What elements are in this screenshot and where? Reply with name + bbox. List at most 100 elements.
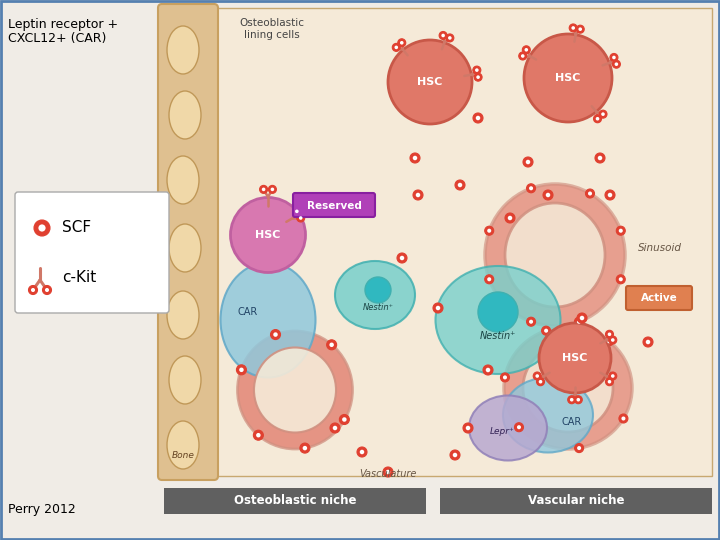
Ellipse shape xyxy=(485,184,625,326)
Circle shape xyxy=(608,333,611,336)
Circle shape xyxy=(397,253,407,263)
Text: Active: Active xyxy=(641,293,678,303)
Circle shape xyxy=(505,213,515,223)
Circle shape xyxy=(616,226,625,235)
Text: CAR: CAR xyxy=(238,307,258,317)
Circle shape xyxy=(598,156,602,160)
Circle shape xyxy=(508,216,512,220)
Ellipse shape xyxy=(503,377,593,453)
Circle shape xyxy=(578,28,582,31)
Circle shape xyxy=(577,313,587,323)
Circle shape xyxy=(395,45,398,49)
Text: Osteoblastic niche: Osteoblastic niche xyxy=(234,495,356,508)
Circle shape xyxy=(500,373,510,382)
Circle shape xyxy=(526,160,530,164)
Circle shape xyxy=(646,340,650,345)
Ellipse shape xyxy=(238,331,353,449)
Circle shape xyxy=(485,226,494,235)
Ellipse shape xyxy=(254,348,336,433)
Circle shape xyxy=(606,330,613,338)
Circle shape xyxy=(524,34,612,122)
Circle shape xyxy=(415,193,420,197)
Circle shape xyxy=(611,338,615,342)
Circle shape xyxy=(595,153,605,163)
Circle shape xyxy=(621,416,626,421)
Circle shape xyxy=(575,396,582,404)
Text: HSC: HSC xyxy=(562,353,588,363)
Circle shape xyxy=(295,210,299,213)
Circle shape xyxy=(38,225,45,232)
FancyBboxPatch shape xyxy=(293,193,375,217)
FancyBboxPatch shape xyxy=(158,4,218,480)
Circle shape xyxy=(483,365,493,375)
Circle shape xyxy=(610,53,618,62)
Circle shape xyxy=(487,277,491,281)
Circle shape xyxy=(42,286,52,294)
Circle shape xyxy=(477,76,480,79)
Circle shape xyxy=(478,292,518,332)
Circle shape xyxy=(441,33,445,37)
Circle shape xyxy=(539,380,542,383)
Circle shape xyxy=(365,277,391,303)
Text: HSC: HSC xyxy=(555,73,581,83)
Circle shape xyxy=(570,24,577,32)
Circle shape xyxy=(486,368,490,372)
Text: HSC: HSC xyxy=(256,230,281,240)
Circle shape xyxy=(543,190,553,200)
Circle shape xyxy=(605,190,615,200)
Ellipse shape xyxy=(523,344,613,432)
Circle shape xyxy=(613,60,621,68)
Circle shape xyxy=(476,116,480,120)
Circle shape xyxy=(575,317,583,326)
Text: Lepr⁺: Lepr⁺ xyxy=(490,428,514,436)
Ellipse shape xyxy=(167,291,199,339)
Ellipse shape xyxy=(230,198,305,273)
FancyBboxPatch shape xyxy=(162,8,712,476)
Circle shape xyxy=(300,443,310,453)
Circle shape xyxy=(475,69,479,72)
Circle shape xyxy=(536,377,544,386)
Circle shape xyxy=(521,54,525,58)
Ellipse shape xyxy=(469,395,547,461)
Text: Leptin receptor +: Leptin receptor + xyxy=(8,18,118,31)
Circle shape xyxy=(342,417,346,422)
Circle shape xyxy=(327,340,337,350)
FancyBboxPatch shape xyxy=(164,488,426,514)
Circle shape xyxy=(595,117,599,120)
Circle shape xyxy=(45,288,49,292)
Text: Nestin⁺: Nestin⁺ xyxy=(362,303,394,313)
Ellipse shape xyxy=(220,262,315,377)
Text: c-Kit: c-Kit xyxy=(62,271,96,286)
Circle shape xyxy=(262,187,266,191)
Circle shape xyxy=(643,337,653,347)
Circle shape xyxy=(34,220,50,236)
Circle shape xyxy=(260,185,268,193)
Text: Sinusoid: Sinusoid xyxy=(638,243,682,253)
Circle shape xyxy=(446,34,454,42)
Ellipse shape xyxy=(169,91,201,139)
Circle shape xyxy=(297,214,305,222)
Circle shape xyxy=(466,426,470,430)
Circle shape xyxy=(274,332,278,337)
Circle shape xyxy=(618,277,623,281)
Circle shape xyxy=(386,470,390,474)
Circle shape xyxy=(606,377,613,386)
Circle shape xyxy=(546,193,550,197)
Ellipse shape xyxy=(167,156,199,204)
Circle shape xyxy=(455,180,465,190)
Circle shape xyxy=(458,183,462,187)
Circle shape xyxy=(615,63,618,66)
Circle shape xyxy=(529,186,533,190)
Circle shape xyxy=(453,453,457,457)
Circle shape xyxy=(439,31,447,39)
Circle shape xyxy=(577,398,580,402)
Circle shape xyxy=(29,286,37,294)
Circle shape xyxy=(612,56,616,59)
Circle shape xyxy=(575,443,584,453)
Circle shape xyxy=(473,113,483,123)
Circle shape xyxy=(570,398,574,402)
Circle shape xyxy=(330,423,340,433)
Circle shape xyxy=(522,46,531,54)
Ellipse shape xyxy=(335,261,415,329)
Circle shape xyxy=(329,342,334,347)
